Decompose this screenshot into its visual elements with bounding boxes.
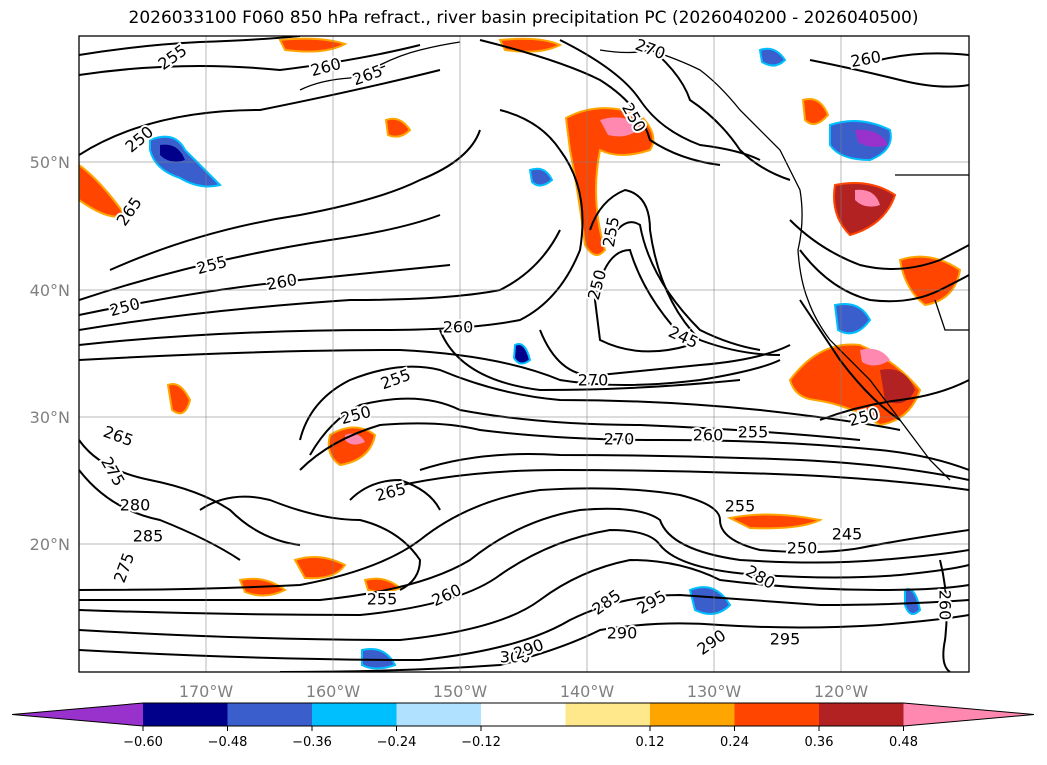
contour-label: 285	[133, 527, 164, 546]
colorbar-swatch	[819, 703, 905, 726]
contour-label: 255	[725, 497, 756, 516]
contour-label: 260	[693, 426, 724, 445]
contour-label: 290	[607, 624, 638, 643]
colorbar: −0.60 −0.48 −0.36 −0.24 −0.12 0.12 0.24 0.36 0.4…	[11, 702, 1035, 750]
contour-label: 260	[936, 590, 955, 621]
lat-label: 30°N	[30, 408, 70, 427]
contour-label: 250	[584, 268, 610, 302]
contour-label: 290	[693, 626, 729, 659]
contour-label: 270	[578, 371, 609, 390]
contour-label: 280	[743, 561, 779, 593]
contour-label: 285	[588, 586, 624, 619]
lon-label: 170°W	[179, 682, 234, 701]
colorbar-swatch	[565, 703, 651, 726]
contour-label: 250	[339, 402, 373, 428]
colorbar-tick-label: −0.36	[292, 735, 332, 750]
precip-shading	[79, 37, 962, 670]
colorbar-tick-label: 0.48	[889, 735, 918, 750]
contour-label: 255	[367, 590, 398, 609]
lon-label: 140°W	[560, 682, 615, 701]
contour-label: 260	[429, 580, 465, 610]
colorbar-swatch	[650, 703, 736, 726]
lon-label: 150°W	[433, 682, 488, 701]
colorbar-tick-label: −0.48	[208, 735, 248, 750]
colorbar-swatch	[227, 703, 313, 726]
map-frame	[78, 35, 970, 673]
contour-label: 255	[599, 215, 623, 248]
contour-label: 250	[787, 539, 818, 558]
lat-label: 50°N	[30, 153, 70, 172]
contour-label: 255	[738, 423, 769, 442]
latitude-labels: 50°N 40°N 30°N 20°N	[30, 153, 70, 554]
contour-label: 275	[110, 550, 138, 585]
lon-label: 120°W	[814, 682, 869, 701]
coastline	[299, 41, 969, 481]
contour-label: 280	[120, 496, 151, 515]
colorbar-tick-label: 0.12	[636, 735, 665, 750]
colorbar-swatch	[481, 703, 567, 726]
contour-label: 265	[101, 422, 136, 450]
colorbar-tick-label: 0.36	[805, 735, 834, 750]
map-title: 2026033100 F060 850 hPa refract., river …	[128, 8, 919, 28]
contour-label: 290	[511, 635, 546, 663]
contour-label: 270	[604, 430, 635, 449]
contour-label: 270	[633, 35, 668, 63]
colorbar-swatch	[143, 703, 229, 726]
colorbar-swatch	[734, 703, 820, 726]
colorbar-tick-label: 0.24	[720, 735, 749, 750]
colorbar-tick-label: −0.12	[461, 735, 501, 750]
contour-label: 295	[770, 630, 801, 649]
colorbar-extend-low	[12, 703, 143, 726]
contour-label: 260	[443, 318, 474, 337]
contour-label: 300	[500, 648, 531, 667]
contour-label: 295	[634, 586, 670, 618]
colorbar-tick-label: −0.24	[377, 735, 417, 750]
contour-label: 275	[97, 454, 129, 490]
contour-label: 265	[113, 193, 146, 229]
colorbar-tick-label: −0.60	[123, 735, 163, 750]
lat-label: 20°N	[30, 535, 70, 554]
map-plot-area: 255 260 265 270 250 255 260 250 260 255 250 265 275 2…	[79, 35, 969, 672]
contour-label: 260	[849, 47, 882, 71]
graticule	[79, 36, 969, 672]
lon-label: 130°W	[687, 682, 742, 701]
contour-label: 260	[309, 54, 343, 80]
refractivity-contours	[79, 36, 969, 672]
colorbar-swatch	[312, 703, 398, 726]
contour-label: 250	[108, 294, 142, 320]
longitude-labels: 170°W 160°W 150°W 140°W 130°W 120°W	[179, 682, 869, 701]
colorbar-swatch	[396, 703, 482, 726]
lon-label: 160°W	[306, 682, 361, 701]
colorbar-extend-high	[903, 703, 1034, 726]
contour-label: 255	[195, 252, 229, 278]
contour-label: 245	[832, 525, 863, 544]
lat-label: 40°N	[30, 281, 70, 300]
